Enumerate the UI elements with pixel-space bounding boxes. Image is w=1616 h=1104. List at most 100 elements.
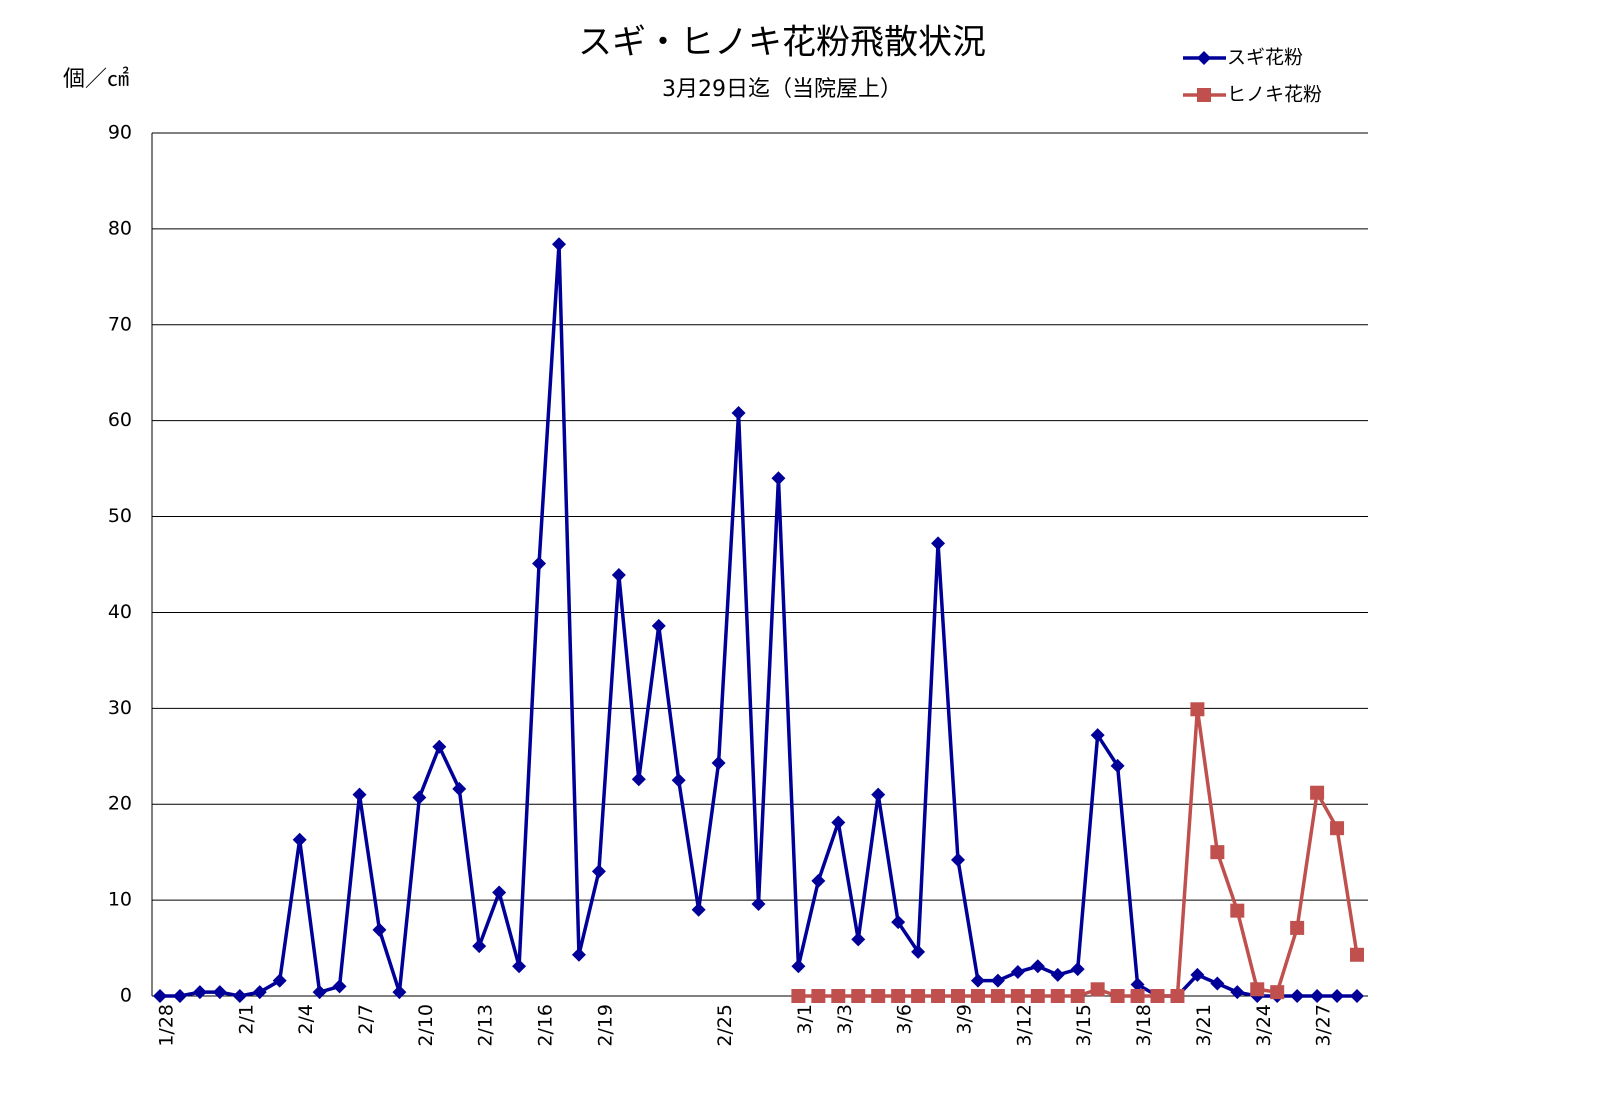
marker	[312, 985, 327, 1000]
marker	[611, 568, 626, 583]
y-tick-label: 90	[108, 122, 132, 144]
marker	[990, 989, 1005, 1003]
marker	[272, 973, 287, 988]
x-tick-label: 3/6	[894, 1004, 916, 1035]
marker	[811, 989, 826, 1003]
marker	[392, 985, 407, 1000]
marker	[1210, 845, 1225, 860]
marker	[831, 815, 846, 830]
marker	[452, 781, 467, 796]
marker	[1350, 989, 1364, 1003]
y-tick-label: 80	[108, 217, 132, 239]
marker	[192, 985, 207, 1000]
marker	[1030, 959, 1045, 974]
marker	[951, 989, 965, 1003]
marker	[931, 989, 946, 1003]
marker	[1090, 982, 1105, 997]
marker	[1130, 989, 1145, 1003]
marker	[512, 959, 527, 974]
y-tick-label: 60	[108, 409, 132, 431]
marker	[153, 989, 167, 1003]
marker	[970, 973, 985, 988]
x-tick-label: 3/27	[1313, 1004, 1335, 1047]
x-tick-label: 3/3	[834, 1004, 856, 1035]
marker	[432, 739, 447, 754]
marker	[472, 939, 487, 954]
marker	[1250, 982, 1265, 997]
y-tick-label: 40	[108, 601, 132, 623]
marker	[771, 471, 786, 486]
x-tick-label: 3/24	[1253, 1004, 1275, 1047]
marker	[871, 989, 886, 1003]
marker	[791, 959, 806, 974]
marker	[1150, 989, 1165, 1003]
chart-subtitle: 3月29日迄（当院屋上）	[662, 77, 902, 102]
marker	[1190, 967, 1205, 982]
marker	[1070, 989, 1085, 1003]
marker	[631, 772, 646, 787]
marker	[591, 864, 606, 879]
marker	[1030, 989, 1045, 1003]
y-tick-label: 20	[108, 793, 132, 815]
x-tick-label: 3/9	[954, 1004, 976, 1035]
marker	[851, 989, 866, 1003]
marker	[1330, 821, 1345, 836]
series-line	[160, 244, 1357, 998]
marker	[232, 989, 247, 1003]
y-tick-label: 50	[108, 505, 132, 527]
marker	[1230, 985, 1245, 1000]
marker	[1290, 920, 1305, 935]
marker	[1270, 985, 1285, 1000]
marker	[492, 885, 507, 900]
x-tick-label: 3/15	[1073, 1004, 1095, 1047]
x-tick-label: 3/1	[794, 1004, 816, 1035]
x-tick-label: 2/10	[415, 1004, 437, 1047]
y-tick-label: 70	[108, 313, 132, 335]
marker	[1330, 989, 1345, 1003]
chart-title: スギ・ヒノキ花粉飛散状況	[578, 23, 986, 63]
marker	[851, 932, 866, 947]
marker	[931, 536, 946, 551]
x-tick-label: 2/7	[355, 1004, 377, 1035]
marker	[1350, 947, 1364, 962]
marker	[831, 989, 846, 1003]
y-tick-label: 0	[120, 985, 132, 1007]
marker	[292, 832, 307, 847]
y-axis-label: 個／㎠	[63, 66, 129, 92]
x-tick-label: 2/13	[475, 1004, 497, 1047]
x-tick-label: 3/21	[1193, 1004, 1215, 1047]
marker	[1310, 785, 1325, 800]
marker	[352, 787, 367, 802]
marker	[532, 556, 547, 571]
marker	[172, 989, 187, 1003]
marker	[1170, 989, 1185, 1003]
marker	[212, 985, 227, 1000]
marker	[552, 237, 566, 252]
marker	[412, 790, 427, 805]
legend-label: ヒノキ花粉	[1227, 84, 1322, 106]
marker	[1190, 702, 1205, 717]
marker	[891, 915, 906, 930]
marker	[372, 922, 387, 937]
marker	[1130, 977, 1145, 992]
marker	[1310, 989, 1325, 1003]
marker	[1197, 88, 1211, 102]
marker	[970, 989, 985, 1003]
x-tick-label: 2/1	[235, 1004, 257, 1035]
legend-label: スギ花粉	[1227, 47, 1303, 69]
marker	[1050, 989, 1065, 1003]
x-tick-label: 2/19	[594, 1004, 616, 1047]
marker	[1290, 989, 1305, 1003]
marker	[1010, 965, 1025, 980]
marker	[751, 896, 766, 911]
x-tick-label: 1/28	[156, 1004, 178, 1047]
marker	[731, 405, 746, 420]
marker	[1110, 758, 1125, 773]
marker	[1210, 976, 1225, 991]
x-tick-label: 2/16	[535, 1004, 557, 1047]
marker	[1050, 967, 1065, 982]
marker	[1010, 989, 1025, 1003]
x-tick-label: 3/18	[1133, 1004, 1155, 1047]
marker	[1070, 962, 1085, 977]
y-tick-label: 30	[108, 697, 132, 719]
